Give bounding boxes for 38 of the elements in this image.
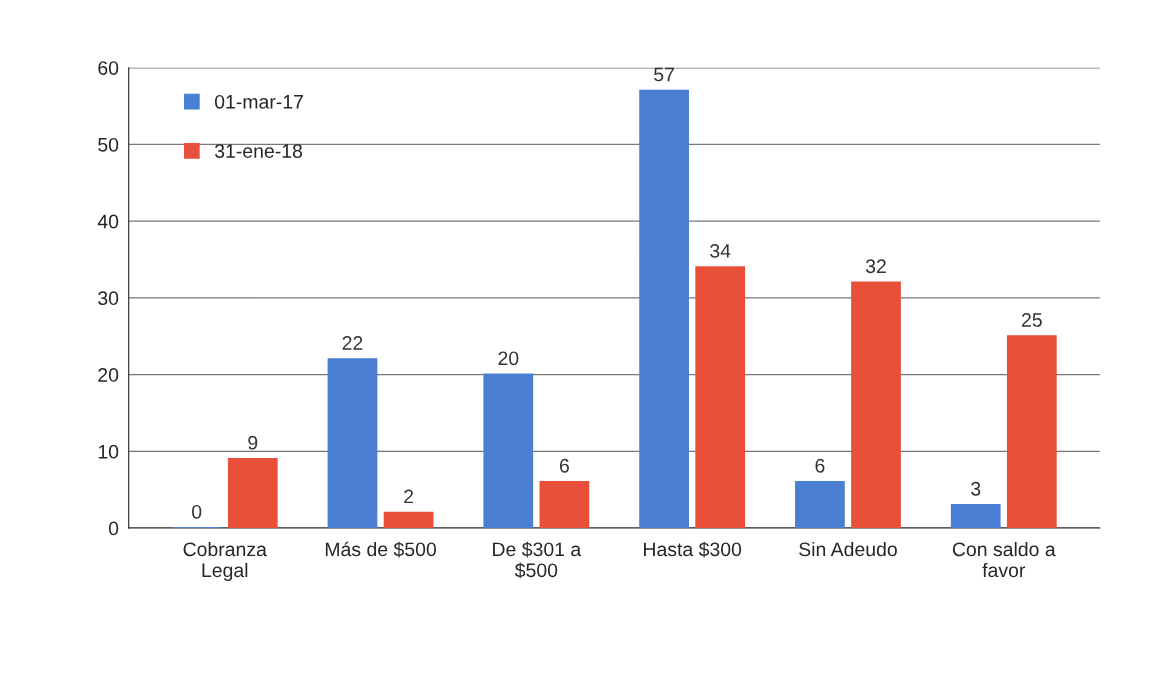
y-tick-label: 0 [108, 521, 119, 536]
bar [695, 266, 746, 529]
y-tick-label: 20 [98, 368, 119, 382]
legend-label: 31-ene-18 [214, 144, 303, 158]
bar [950, 504, 1001, 529]
bar [539, 480, 590, 529]
bar [1006, 335, 1057, 529]
y-tick-label: 40 [97, 214, 119, 229]
data-label: 57 [654, 67, 674, 82]
bar [639, 89, 689, 529]
bar [383, 511, 434, 529]
data-label: 2 [404, 489, 414, 504]
x-tick-label: Cobranza Legal [183, 541, 267, 582]
x-tick-label: Con saldo a favor [952, 541, 1056, 578]
bar [483, 373, 534, 529]
data-label: 20 [498, 351, 519, 366]
y-tick-label: 60 [98, 61, 119, 75]
bar [795, 480, 845, 529]
y-tick-label: 50 [98, 137, 119, 152]
data-label: 22 [342, 336, 363, 350]
data-label: 3 [971, 481, 981, 496]
data-label: 0 [192, 504, 202, 519]
x-tick-label: Hasta $300 [644, 541, 742, 558]
bar [227, 457, 278, 529]
data-label: 6 [559, 458, 569, 473]
data-label: 25 [1021, 313, 1042, 327]
bar [327, 358, 378, 529]
x-tick-label: Sin Adeudo [799, 541, 897, 557]
y-tick-label: 10 [98, 444, 119, 459]
data-label: 32 [865, 259, 886, 274]
y-tick-label: 30 [98, 291, 119, 306]
x-tick-label: Más de $500 [325, 541, 436, 558]
bar [851, 281, 901, 529]
data-label: 34 [710, 244, 731, 258]
data-label: 9 [248, 435, 258, 450]
x-tick-label: De $301 a $500 [493, 541, 582, 579]
data-label: 6 [815, 458, 825, 473]
legend-label: 01-mar-17 [214, 94, 303, 109]
